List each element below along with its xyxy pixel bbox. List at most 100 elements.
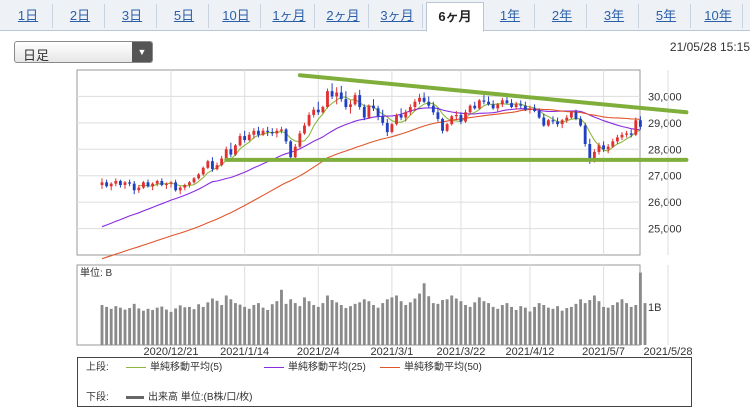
volume-bar xyxy=(178,305,182,345)
volume-bar xyxy=(151,309,155,345)
volume-bar xyxy=(298,306,302,345)
volume-bar xyxy=(353,303,357,345)
tab-8[interactable]: 3ヶ月 xyxy=(372,4,423,28)
volume-bar xyxy=(339,305,343,345)
volume-bar xyxy=(114,306,118,345)
volume-bar xyxy=(491,306,495,345)
volume-bar xyxy=(344,308,348,345)
candle-body xyxy=(316,109,320,113)
candle-body xyxy=(500,100,504,105)
volume-bar xyxy=(620,299,624,345)
interval-select[interactable]: 日足 ▼ xyxy=(14,41,153,63)
candle-body xyxy=(533,108,536,111)
volume-bar xyxy=(638,272,642,345)
period-tab-bar: 1日 2日 3日 5日 10日 1ヶ月 2ヶ月 3ヶ月 6ヶ月 1年 2年 3年 5年 10年 xyxy=(0,0,750,32)
volume-bar xyxy=(528,311,532,345)
candle-body xyxy=(211,161,214,170)
candle-body xyxy=(602,145,606,150)
tab-10[interactable]: 1年 xyxy=(486,4,535,28)
tab-7[interactable]: 2ヶ月 xyxy=(318,4,369,28)
volume-bar xyxy=(169,311,173,345)
candle-body xyxy=(450,116,454,125)
candle-body xyxy=(620,134,624,138)
volume-bar xyxy=(450,295,454,345)
candle-body xyxy=(335,92,339,97)
candle-body xyxy=(404,112,408,118)
tab-2[interactable]: 2日 xyxy=(56,4,105,28)
volume-bar xyxy=(188,306,191,345)
volume-bar xyxy=(574,303,578,345)
candle-body xyxy=(482,100,486,102)
volume-bar xyxy=(270,304,274,345)
volume-unit-label: 単位: B xyxy=(80,266,113,279)
candle-body xyxy=(261,130,265,135)
legend-item-volume: 出来高 単位:(B株/口/枚) xyxy=(126,391,252,405)
volume-bar xyxy=(629,306,633,345)
tab-13[interactable]: 5年 xyxy=(642,4,691,28)
volume-bar xyxy=(565,308,569,345)
volume-bar xyxy=(234,303,237,345)
volume-bar xyxy=(224,295,228,345)
tab-5[interactable]: 10日 xyxy=(212,4,261,28)
candle-body xyxy=(266,130,270,133)
tab-14[interactable]: 10年 xyxy=(694,4,743,28)
tab-6[interactable]: 1ヶ月 xyxy=(264,4,315,28)
price-tick-label: 28,000 xyxy=(648,144,682,156)
candle-body xyxy=(188,182,191,185)
legend-item-ma50: 単純移動平均(50) xyxy=(380,361,482,375)
volume-bar xyxy=(625,303,629,345)
candle-body xyxy=(487,101,490,105)
volume-bar xyxy=(441,300,444,345)
volume-bar xyxy=(280,289,283,345)
candle-body xyxy=(634,120,638,135)
candle-body xyxy=(556,121,559,125)
candle-body xyxy=(592,151,596,162)
date-tick-label: 2021/3/22 xyxy=(436,346,485,358)
candle-body xyxy=(151,183,155,187)
tab-9[interactable]: 6ヶ月 xyxy=(426,2,484,32)
volume-bar xyxy=(523,307,527,345)
volume-bar xyxy=(510,306,513,345)
candle-body xyxy=(477,100,481,109)
volume-bar xyxy=(551,308,555,345)
candle-body xyxy=(298,133,302,147)
candle-body xyxy=(454,114,458,117)
volume-bar xyxy=(431,303,435,345)
candle-body xyxy=(565,117,569,121)
volume-bar xyxy=(445,299,449,345)
volume-bar xyxy=(284,303,288,345)
candle-body xyxy=(114,181,118,184)
legend-line-ma25 xyxy=(264,366,284,368)
candle-body xyxy=(234,145,237,155)
volume-bar xyxy=(252,305,256,345)
volume-bar xyxy=(201,306,205,345)
candle-body xyxy=(215,165,219,170)
candle-body xyxy=(326,91,329,107)
volume-bar xyxy=(611,305,615,345)
legend-line-volume xyxy=(126,395,144,399)
volume-bar xyxy=(643,303,647,345)
tab-4[interactable]: 5日 xyxy=(160,4,209,28)
candle-body xyxy=(625,133,629,135)
tab-1[interactable]: 1日 xyxy=(4,4,53,28)
candle-body xyxy=(519,104,523,106)
volume-bar xyxy=(505,303,509,345)
tab-12[interactable]: 3年 xyxy=(590,4,639,28)
volume-bar xyxy=(307,301,311,345)
candle-body xyxy=(132,183,136,191)
volume-bar xyxy=(128,308,132,345)
candle-body xyxy=(105,182,109,187)
volume-bar xyxy=(473,302,477,345)
tab-3[interactable]: 3日 xyxy=(108,4,157,28)
volume-bar xyxy=(436,303,440,345)
candle-body xyxy=(537,110,541,118)
candle-body xyxy=(252,130,256,135)
candle-body xyxy=(546,120,550,126)
candle-body xyxy=(528,108,532,110)
candle-body xyxy=(413,101,417,107)
volume-bar xyxy=(335,302,339,345)
volume-bar xyxy=(477,297,481,345)
volume-bar xyxy=(583,303,587,345)
tab-11[interactable]: 2年 xyxy=(538,4,587,28)
